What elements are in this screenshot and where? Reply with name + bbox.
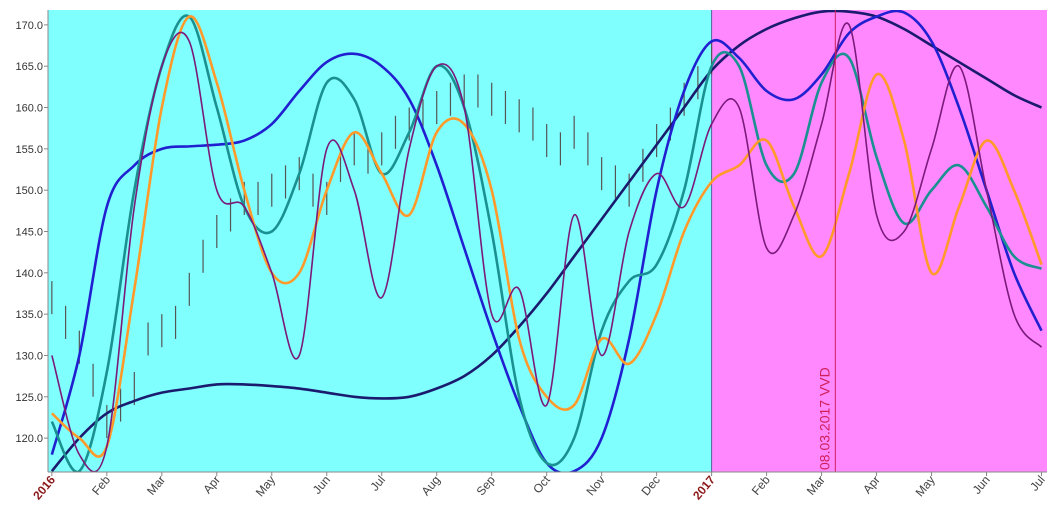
x-tick-label: Apr <box>860 473 883 496</box>
x-tick-label: Jun <box>970 473 993 497</box>
y-tick-label: 125.0 <box>15 392 43 404</box>
y-tick-label: 120.0 <box>15 433 43 445</box>
shaded-region <box>711 10 1047 472</box>
y-tick-label: 135.0 <box>15 309 43 321</box>
x-tick-label: Aug <box>419 473 443 498</box>
y-tick-label: 145.0 <box>15 226 43 238</box>
x-tick-label: Jul <box>367 473 388 494</box>
x-tick-label: Oct <box>530 472 553 496</box>
x-tick-label: Mar <box>804 473 828 498</box>
x-tick-label: Jul <box>1027 473 1048 494</box>
x-tick-label: May <box>253 473 278 499</box>
x-tick-label: Sep <box>474 473 499 499</box>
y-tick-label: 165.0 <box>15 61 43 73</box>
x-tick-label: Jun <box>310 473 333 497</box>
x-tick-label: Nov <box>584 473 608 498</box>
plot-area: 08.03.2017 VVD <box>50 10 1043 472</box>
x-tick-label: 2016 <box>30 473 58 503</box>
y-tick-label: 155.0 <box>15 144 43 156</box>
x-tick-label: Apr <box>200 473 223 496</box>
y-tick-label: 160.0 <box>15 103 43 115</box>
annotation-text: 08.03.2017 VVD <box>816 367 832 470</box>
shaded-region <box>48 10 712 472</box>
x-tick-label: Feb <box>89 473 113 498</box>
x-tick-label: 2017 <box>690 473 718 503</box>
background <box>48 10 1047 472</box>
y-tick-label: 130.0 <box>15 350 43 362</box>
y-tick-label: 140.0 <box>15 268 43 280</box>
x-tick-label: May <box>913 473 938 499</box>
series-line <box>50 15 1043 458</box>
series-line <box>51 22 1043 472</box>
x-tick-label: Feb <box>749 473 773 498</box>
x-tick-label: Mar <box>144 473 168 498</box>
y-tick-label: 150.0 <box>15 185 43 197</box>
y-tick-label: 170.0 <box>15 20 43 32</box>
x-tick-label: Dec <box>638 473 662 498</box>
